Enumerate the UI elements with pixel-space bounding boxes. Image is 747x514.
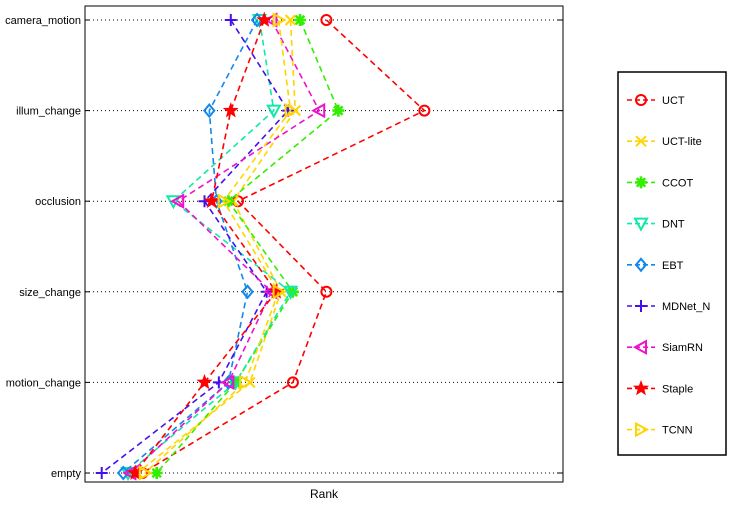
y-tick-label: empty xyxy=(51,468,81,480)
data-point xyxy=(202,103,216,119)
data-point xyxy=(635,421,650,438)
grid xyxy=(85,19,563,474)
legend-item: TCNN xyxy=(627,421,693,438)
y-tick-label: occlusion xyxy=(35,196,81,208)
data-point xyxy=(284,14,297,26)
data-point xyxy=(284,102,299,119)
series-line xyxy=(101,19,290,474)
data-point xyxy=(165,195,182,210)
data-point xyxy=(320,285,333,298)
data-point xyxy=(224,14,237,26)
data-point xyxy=(220,374,235,391)
legend-label: UCT xyxy=(662,95,685,107)
data-point xyxy=(263,12,278,28)
data-point xyxy=(222,102,239,118)
data-point xyxy=(272,284,287,300)
data-point xyxy=(138,465,153,481)
y-tick-label: camera_motion xyxy=(5,15,81,27)
legend-item: Staple xyxy=(627,379,693,396)
data-point xyxy=(203,192,220,209)
series-line xyxy=(156,19,340,474)
series-group xyxy=(95,11,431,482)
data-point xyxy=(150,467,163,479)
data-point xyxy=(320,14,333,26)
data-point xyxy=(286,376,299,389)
series-line xyxy=(122,19,258,474)
plot-area xyxy=(84,5,564,483)
data-point xyxy=(632,339,647,355)
series-line xyxy=(141,19,426,474)
legend-label: SiamRN xyxy=(662,342,703,354)
data-point xyxy=(635,176,647,189)
data-point xyxy=(95,467,108,479)
data-point xyxy=(294,14,307,26)
data-point xyxy=(196,373,213,390)
legend-item: MDNet_N xyxy=(627,300,710,313)
data-point xyxy=(239,374,254,391)
data-point xyxy=(418,104,431,117)
series-staple xyxy=(127,11,285,480)
legend-label: Staple xyxy=(662,383,693,395)
data-point xyxy=(635,300,647,312)
legend-label: MDNet_N xyxy=(662,301,710,313)
data-point xyxy=(632,379,650,396)
legend-item: SiamRN xyxy=(627,339,703,355)
y-tick-label: motion_change xyxy=(6,377,81,389)
y-tick-label: size_change xyxy=(19,287,81,299)
data-point xyxy=(332,104,345,117)
legend: UCT UCT-lite CCOT DNT EBT MDNet_N SiamRN Staple… xyxy=(627,94,710,438)
series-line xyxy=(137,19,297,474)
data-point xyxy=(266,104,282,119)
x-axis-label: Rank xyxy=(310,487,339,501)
legend-label: EBT xyxy=(662,260,684,272)
legend-item: UCT-lite xyxy=(627,135,702,148)
legend-item: DNT xyxy=(627,217,685,232)
data-point xyxy=(241,284,254,300)
data-point xyxy=(282,285,299,300)
data-point xyxy=(633,217,649,232)
legend-label: DNT xyxy=(662,219,685,231)
legend-label: UCT-lite xyxy=(662,136,702,148)
data-point xyxy=(635,94,647,106)
data-point xyxy=(635,135,647,147)
legend-label: CCOT xyxy=(662,177,693,189)
legend-label: TCNN xyxy=(662,425,693,437)
series-line xyxy=(134,19,278,474)
y-tick-label: illum_change xyxy=(16,106,81,118)
data-point xyxy=(272,12,287,28)
data-point xyxy=(217,193,232,209)
legend-item: CCOT xyxy=(627,176,693,189)
legend-item: EBT xyxy=(627,257,684,273)
series-line xyxy=(129,19,321,474)
data-point xyxy=(256,11,273,27)
series-tcnn xyxy=(138,12,299,481)
data-point xyxy=(634,257,648,273)
y-tick-labels: camera_motion illum_change occlusion size_c… xyxy=(5,15,81,480)
data-point xyxy=(170,193,185,209)
data-point xyxy=(311,102,326,119)
legend-item: UCT xyxy=(627,94,685,107)
